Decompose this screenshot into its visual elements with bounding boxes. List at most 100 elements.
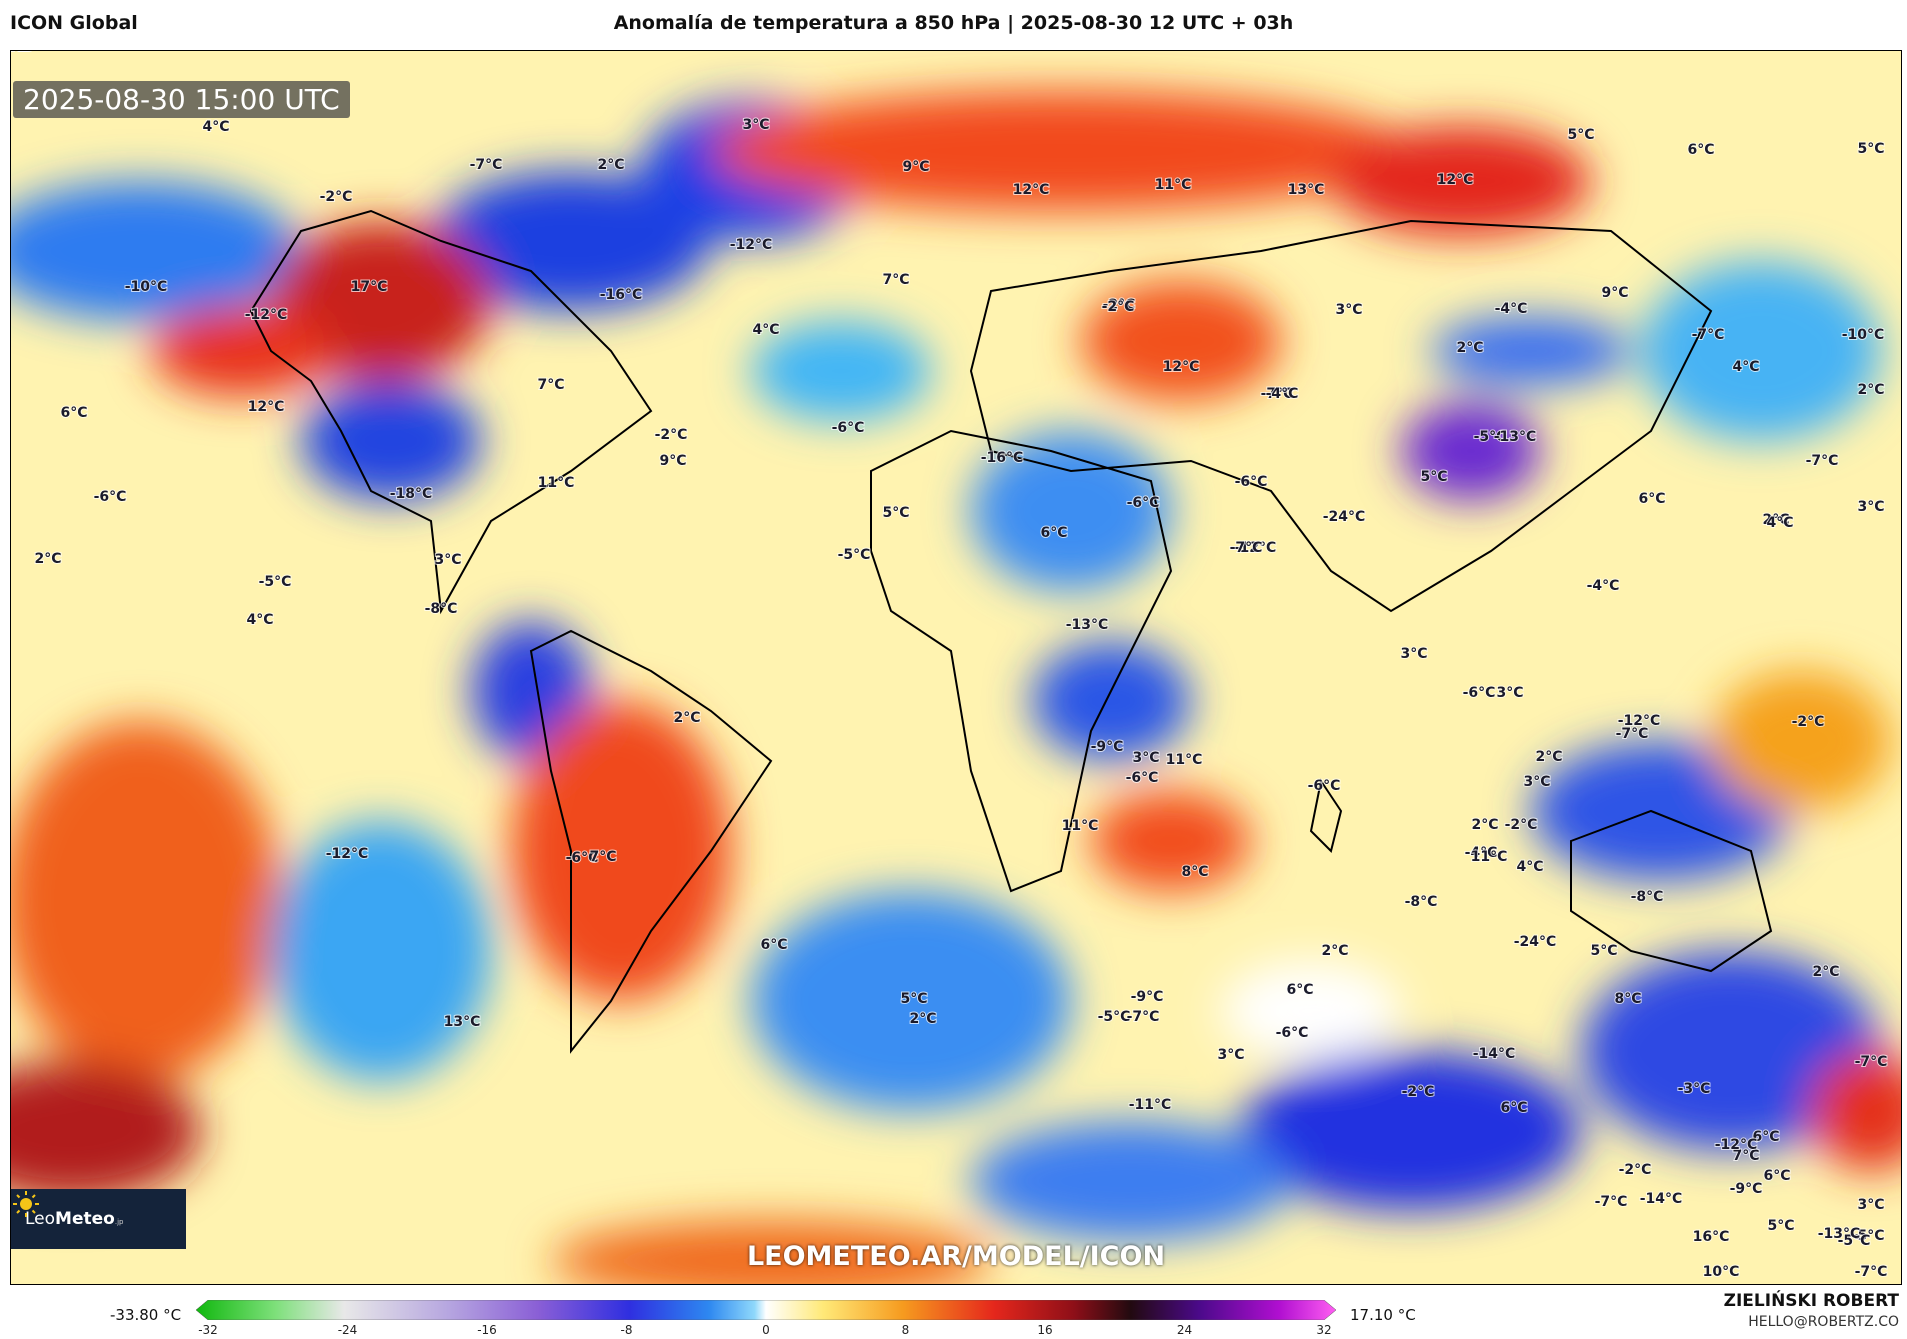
temperature-label: 9°C	[1601, 285, 1628, 301]
temperature-label: 7°C	[882, 272, 909, 288]
temperature-label: 12°C	[1163, 359, 1200, 375]
temperature-label: 3°C	[1857, 499, 1884, 515]
temperature-label: 3°C	[1857, 1197, 1884, 1213]
temperature-label: 7°C	[1732, 1148, 1759, 1164]
colorbar-max-label: 17.10 °C	[1350, 1306, 1416, 1324]
temperature-label: 6°C	[1763, 1168, 1790, 1184]
temperature-label: 11°C	[1166, 752, 1203, 768]
source-watermark: LEOMETEO.AR/MODEL/ICON	[746, 1241, 1166, 1272]
temperature-label: -13°C	[1494, 429, 1537, 445]
model-name: ICON Global	[10, 12, 138, 34]
author-credit: ZIELIŃSKI ROBERT	[1723, 1291, 1899, 1311]
temperature-label: -10°C	[125, 279, 168, 295]
temperature-label: -6°C	[94, 489, 127, 505]
temperature-label: 13°C	[1288, 182, 1325, 198]
temperature-label: 5°C	[900, 991, 927, 1007]
temperature-label: 3°C	[1523, 774, 1550, 790]
temperature-label: -6°C	[1126, 770, 1159, 786]
anomaly-field: 4°C 3°C-7°C 2°C-2°C5°C6°C 5°C9°C12°C 11°C 13°…	[11, 51, 1901, 1284]
temperature-label: 10°C	[11, 51, 29, 55]
temperature-label: -7°C	[1855, 1054, 1888, 1070]
temperature-label: 4°C	[202, 119, 229, 135]
temperature-label: -9°C	[1730, 1181, 1763, 1197]
temperature-label: -12°C	[1618, 713, 1661, 729]
temperature-label: 6°C	[1500, 1100, 1527, 1116]
temperature-label: -2°C	[1619, 1162, 1652, 1178]
temperature-label: 5°C	[1590, 943, 1617, 959]
temperature-label: 6°C	[1687, 142, 1714, 158]
temperature-label: -11°C	[11, 51, 32, 55]
temperature-label: 2°C	[1762, 512, 1789, 528]
temperature-label: -12°C	[1715, 1137, 1758, 1153]
colorbar-tick-label: -24	[337, 1323, 358, 1337]
temperature-label: -14°C	[1473, 1046, 1516, 1062]
leometeo-logo: LeoMeteo.jp	[11, 1189, 186, 1249]
temperature-label: -2°C	[1402, 1084, 1435, 1100]
temperature-label: -8°C	[1405, 894, 1438, 910]
temperature-label: -2°C	[1792, 714, 1825, 730]
temperature-label: -14°C	[1640, 1191, 1683, 1207]
temperature-label: 12°C	[1013, 182, 1050, 198]
temperature-label: -7°C	[1616, 726, 1649, 742]
colorbar-tick-label: 16	[1037, 1323, 1053, 1337]
temperature-label: 11°C	[1062, 818, 1099, 834]
temperature-label: 11°C	[1155, 177, 1192, 193]
temperature-label: -4°C	[1587, 578, 1620, 594]
temperature-label: -2°C	[320, 189, 353, 205]
colorbar-min-label: -33.80 °C	[110, 1306, 182, 1324]
temperature-label: 4°C	[11, 51, 25, 55]
temperature-label: 7°C	[589, 849, 616, 865]
temperature-label: 13°C	[444, 1014, 481, 1030]
temperature-label: -7°C	[1692, 327, 1725, 343]
temperature-label: -12°C	[245, 307, 288, 323]
temperature-label: -3°C	[1678, 1081, 1711, 1097]
colorbar	[196, 1300, 1336, 1320]
temperature-label: -2°C	[655, 427, 688, 443]
temperature-label: 16°C	[1693, 1229, 1730, 1245]
temperature-label: 6°C	[1040, 525, 1067, 541]
temperature-label: -6°C	[1276, 1025, 1309, 1041]
temperature-label: 3°C	[1217, 1047, 1244, 1063]
temperature-label: 4°C	[1516, 859, 1543, 875]
temperature-label: 12°C	[1437, 172, 1474, 188]
temperature-label: 7°C	[537, 377, 564, 393]
temperature-label: 4°C	[752, 322, 779, 338]
temperature-label: 8°C	[1181, 864, 1208, 880]
temperature-label: -7°C	[1806, 453, 1839, 469]
colorbar-tick-label: 32	[1316, 1323, 1332, 1337]
temperature-label: -16°C	[981, 450, 1024, 466]
colorbar-tick-label: -16	[477, 1323, 497, 1337]
temperature-label: 2°C	[1857, 382, 1884, 398]
temperature-label: 10°C	[11, 51, 29, 55]
temperature-label: 2°C	[11, 51, 25, 55]
temperature-label: 3°C	[11, 51, 25, 55]
temperature-label: -6°C	[1127, 495, 1160, 511]
temperature-label: 5°C	[1767, 1218, 1794, 1234]
temperature-label: 3°C	[1400, 646, 1427, 662]
temperature-label: -9°C	[1131, 989, 1164, 1005]
temperature-label: -11°C	[1129, 1097, 1172, 1113]
temperature-label: 17°C	[351, 279, 388, 295]
temperature-label: -4°C	[1465, 845, 1498, 861]
temperature-label: -2°C	[1505, 817, 1538, 833]
colorbar-tick-label: -8	[620, 1323, 633, 1337]
colorbar-tick-label: -32	[198, 1323, 218, 1337]
temperature-label: -6°C	[1308, 778, 1341, 794]
temperature-label: -13°C	[1066, 617, 1109, 633]
temperature-label: 11°C	[538, 475, 575, 491]
temperature-label: -8°C	[11, 51, 27, 55]
sun-icon	[13, 1191, 39, 1217]
temperature-label: -7°C	[1595, 1194, 1628, 1210]
colorbar-tick-label: 0	[762, 1323, 770, 1337]
temperature-label: -12°C	[326, 846, 369, 862]
temperature-label: -24°C	[1514, 934, 1557, 950]
temperature-label: 6°C	[11, 51, 25, 55]
coastlines	[249, 209, 1773, 1054]
logo-wordmark: LeoMeteo.jp	[25, 1209, 124, 1229]
temperature-label: 11°C	[1471, 849, 1508, 865]
temperature-label: 2°C	[34, 551, 61, 567]
temperature-label: 2°C	[1535, 749, 1562, 765]
temperature-label: -24°C	[1323, 509, 1366, 525]
temperature-label: 3°C	[1496, 685, 1523, 701]
temperature-label: 3°C	[1335, 302, 1362, 318]
